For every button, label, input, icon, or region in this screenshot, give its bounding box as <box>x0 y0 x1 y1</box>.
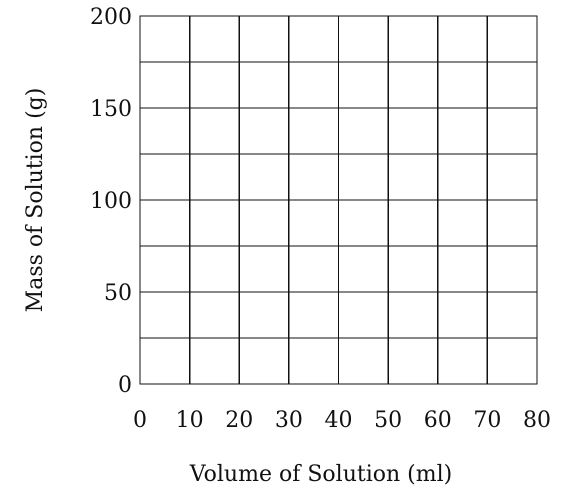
x-tick-label: 80 <box>523 408 551 433</box>
x-tick-label: 10 <box>176 408 204 433</box>
y-tick-label: 200 <box>90 5 132 30</box>
x-tick-label: 40 <box>325 408 353 433</box>
y-tick-label: 50 <box>104 281 132 306</box>
y-tick-label: 0 <box>118 373 132 398</box>
x-tick-label: 30 <box>275 408 303 433</box>
y-axis-ticks: 0 50 100 150 200 <box>90 5 132 398</box>
grid <box>140 16 537 384</box>
x-tick-label: 70 <box>473 408 501 433</box>
y-axis-label: Mass of Solution (g) <box>23 88 48 313</box>
x-axis-ticks: 0 10 20 30 40 50 60 70 80 <box>133 408 551 433</box>
plot-area <box>139 15 538 385</box>
x-tick-label: 50 <box>374 408 402 433</box>
x-tick-label: 60 <box>424 408 452 433</box>
y-tick-label: 100 <box>90 189 132 214</box>
x-tick-label: 0 <box>133 408 147 433</box>
y-tick-label: 150 <box>90 97 132 122</box>
x-axis-label: Volume of Solution (ml) <box>189 462 452 487</box>
x-tick-label: 20 <box>225 408 253 433</box>
